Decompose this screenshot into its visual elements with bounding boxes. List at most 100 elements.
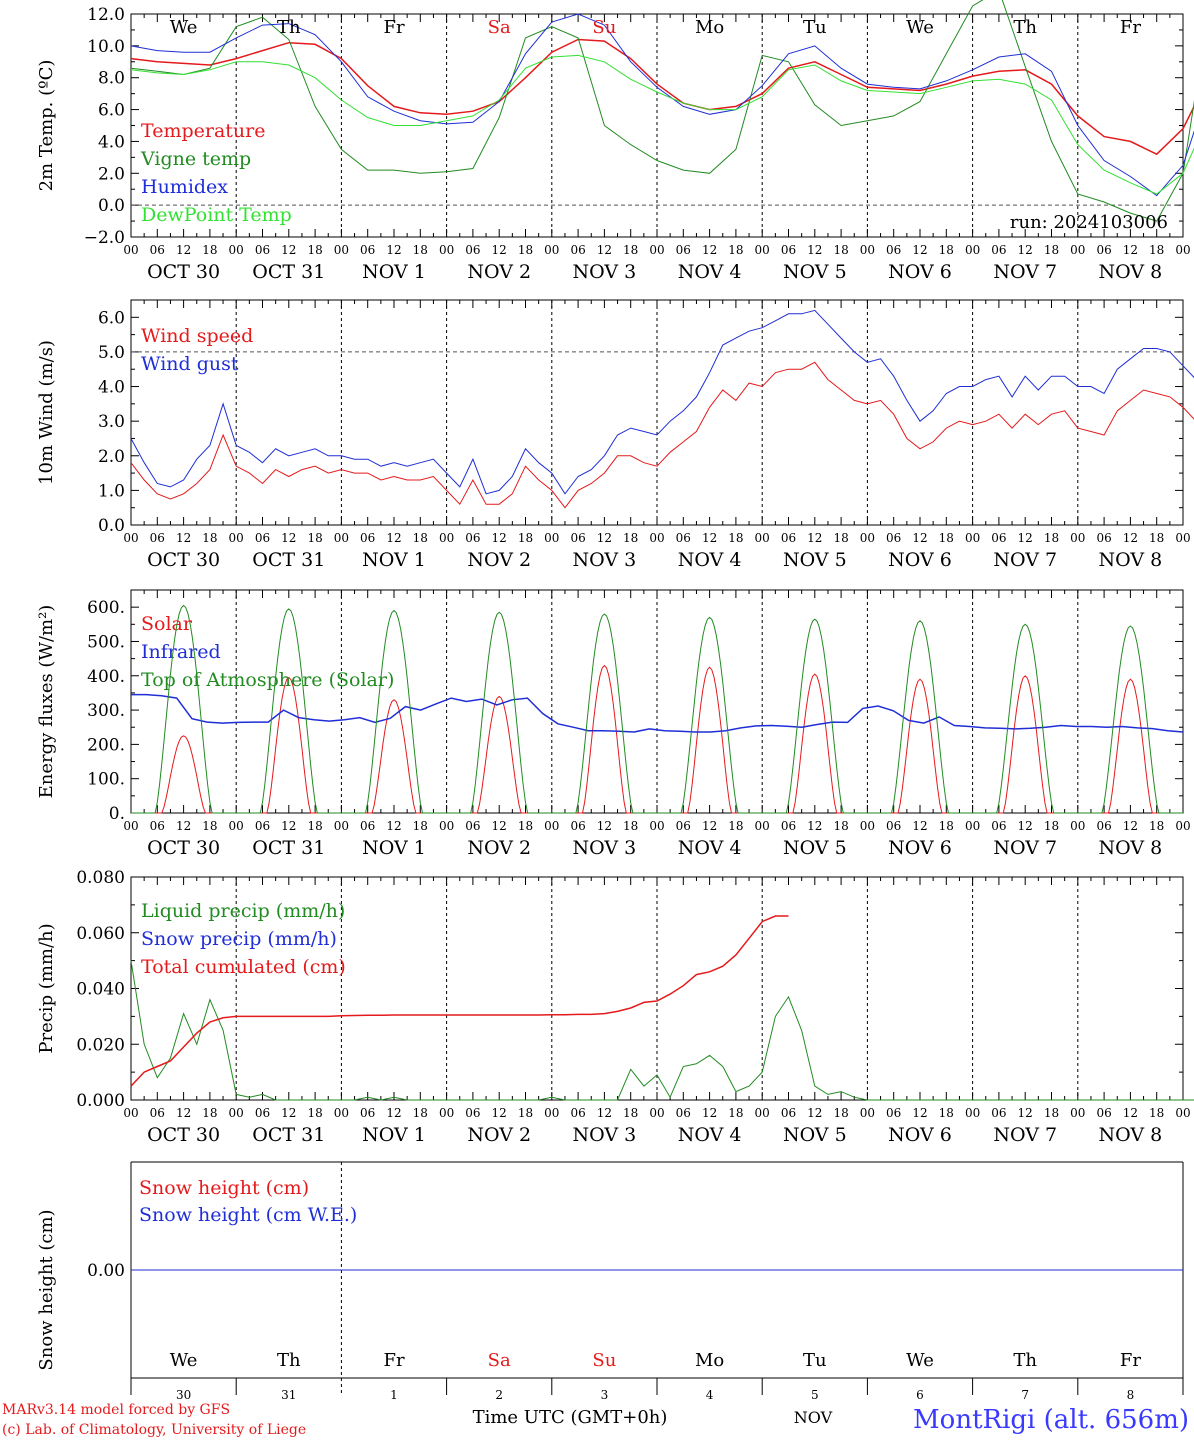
date-label: NOV 4 bbox=[678, 549, 742, 571]
hour-label: 18 bbox=[1149, 243, 1164, 257]
hour-label: 06 bbox=[886, 531, 901, 545]
hour-label: 12 bbox=[597, 819, 612, 833]
legend-entry: Snow height (cm) bbox=[139, 1177, 309, 1199]
hour-label: 18 bbox=[833, 819, 848, 833]
hour-label: 12 bbox=[597, 243, 612, 257]
hour-label: 12 bbox=[912, 1106, 927, 1120]
bottom-weekday-label: Th bbox=[277, 1350, 301, 1371]
y-tick-label: 0.020 bbox=[76, 1035, 125, 1055]
top-weekday-label: Th bbox=[277, 17, 301, 38]
bottom-weekday-label: Sa bbox=[488, 1350, 511, 1371]
hour-label: 12 bbox=[807, 243, 822, 257]
legend-entry: Vigne temp bbox=[140, 148, 251, 170]
hour-label: 06 bbox=[676, 243, 691, 257]
date-label: NOV 3 bbox=[573, 549, 637, 571]
hour-label: 18 bbox=[728, 819, 743, 833]
date-label: OCT 30 bbox=[147, 1124, 220, 1146]
hour-label: 06 bbox=[991, 819, 1006, 833]
bottom-weekday-label: We bbox=[906, 1350, 934, 1371]
y-tick-label: 400. bbox=[87, 667, 125, 687]
date-label: NOV 8 bbox=[1099, 837, 1163, 859]
hour-label: 00 bbox=[544, 819, 559, 833]
hour-label: 12 bbox=[281, 531, 296, 545]
y-tick-label: −2.0 bbox=[84, 228, 125, 248]
hour-label: 06 bbox=[676, 1106, 691, 1120]
y-tick-label: 10.0 bbox=[87, 37, 125, 57]
date-label: NOV 7 bbox=[993, 1124, 1057, 1146]
date-label: NOV 1 bbox=[362, 1124, 426, 1146]
y-tick-label: 0.060 bbox=[76, 924, 125, 944]
bottom-day-number: 3 bbox=[601, 1388, 609, 1402]
y-axis-title: 10m Wind (m/s) bbox=[36, 340, 57, 485]
date-label: NOV 7 bbox=[993, 549, 1057, 571]
bottom-weekday-label: Fr bbox=[383, 1350, 404, 1371]
hour-label: 12 bbox=[912, 243, 927, 257]
hour-label: 06 bbox=[255, 1106, 270, 1120]
temperature-panel: 00 06 12 18 OCT 30 00 06 12 18 OCT 31 00 06 12 18 NOV … bbox=[36, 0, 1194, 283]
date-label: NOV 2 bbox=[467, 261, 531, 283]
hour-label: 12 bbox=[1018, 819, 1033, 833]
hour-label: 00 bbox=[1175, 531, 1190, 545]
hour-label: 18 bbox=[1149, 819, 1164, 833]
hour-label: 12 bbox=[1018, 1106, 1033, 1120]
snow-panel: 0.00 Snow height (cm) Snow height (cm) Snow… bbox=[36, 1161, 1184, 1395]
bottom-day-number: 5 bbox=[811, 1388, 819, 1402]
hour-label: 06 bbox=[781, 1106, 796, 1120]
date-label: NOV 4 bbox=[678, 261, 742, 283]
hour-label: 00 bbox=[860, 1106, 875, 1120]
date-label: OCT 30 bbox=[147, 837, 220, 859]
hour-label: 12 bbox=[492, 1106, 507, 1120]
hour-label: 18 bbox=[413, 243, 428, 257]
month-label: NOV bbox=[794, 1408, 833, 1427]
date-label: NOV 6 bbox=[888, 261, 952, 283]
date-label: NOV 6 bbox=[888, 837, 952, 859]
bottom-weekday-label: Tu bbox=[803, 1350, 827, 1371]
hour-label: 18 bbox=[623, 819, 638, 833]
y-tick-label: 0.080 bbox=[76, 868, 125, 888]
hour-label: 00 bbox=[755, 243, 770, 257]
legend-entry: Solar bbox=[141, 613, 193, 635]
station-label: MontRigi (alt. 656m) bbox=[913, 1405, 1189, 1435]
date-label: NOV 5 bbox=[783, 261, 847, 283]
legend-entry: Top of Atmosphere (Solar) bbox=[141, 669, 394, 691]
date-label: NOV 2 bbox=[467, 1124, 531, 1146]
hour-label: 00 bbox=[649, 243, 664, 257]
hour-label: 00 bbox=[649, 531, 664, 545]
legend-entry: Total cumulated (cm) bbox=[141, 956, 346, 978]
series-line-temperature bbox=[130, 38, 1194, 156]
series-line-dewpoint-temp bbox=[130, 54, 1194, 195]
hour-label: 06 bbox=[676, 531, 691, 545]
bottom-day-number: 2 bbox=[495, 1388, 503, 1402]
date-label: NOV 6 bbox=[888, 1124, 952, 1146]
series-line-total-cumulated-cm- bbox=[130, 915, 789, 1087]
hour-label: 12 bbox=[176, 819, 191, 833]
hour-label: 18 bbox=[939, 1106, 954, 1120]
hour-label: 00 bbox=[439, 1106, 454, 1120]
series-line-vigne-temp bbox=[130, 0, 1194, 222]
bottom-day-number: 7 bbox=[1021, 1388, 1029, 1402]
hour-label: 18 bbox=[202, 819, 217, 833]
hour-label: 06 bbox=[991, 1106, 1006, 1120]
run-label: run: 2024103006 bbox=[1010, 212, 1168, 233]
hour-label: 06 bbox=[465, 531, 480, 545]
top-weekday-label: We bbox=[170, 17, 198, 38]
hour-label: 06 bbox=[360, 243, 375, 257]
legend-entry: Temperature bbox=[141, 120, 265, 142]
hour-label: 00 bbox=[649, 819, 664, 833]
hour-label: 12 bbox=[1123, 1106, 1138, 1120]
series-line-wind-speed bbox=[130, 361, 1194, 509]
hour-label: 00 bbox=[965, 1106, 980, 1120]
hour-label: 00 bbox=[123, 1106, 138, 1120]
series-line-top-of-atmosphere-solar- bbox=[131, 604, 1183, 814]
date-label: NOV 4 bbox=[678, 837, 742, 859]
hour-label: 06 bbox=[570, 243, 585, 257]
hour-label: 00 bbox=[965, 531, 980, 545]
hour-label: 06 bbox=[570, 531, 585, 545]
hour-label: 00 bbox=[229, 243, 244, 257]
hour-label: 00 bbox=[1175, 819, 1190, 833]
hour-label: 12 bbox=[176, 1106, 191, 1120]
hour-label: 06 bbox=[150, 1106, 165, 1120]
hour-label: 06 bbox=[1096, 1106, 1111, 1120]
hour-label: 00 bbox=[1070, 819, 1085, 833]
date-label: NOV 8 bbox=[1099, 261, 1163, 283]
